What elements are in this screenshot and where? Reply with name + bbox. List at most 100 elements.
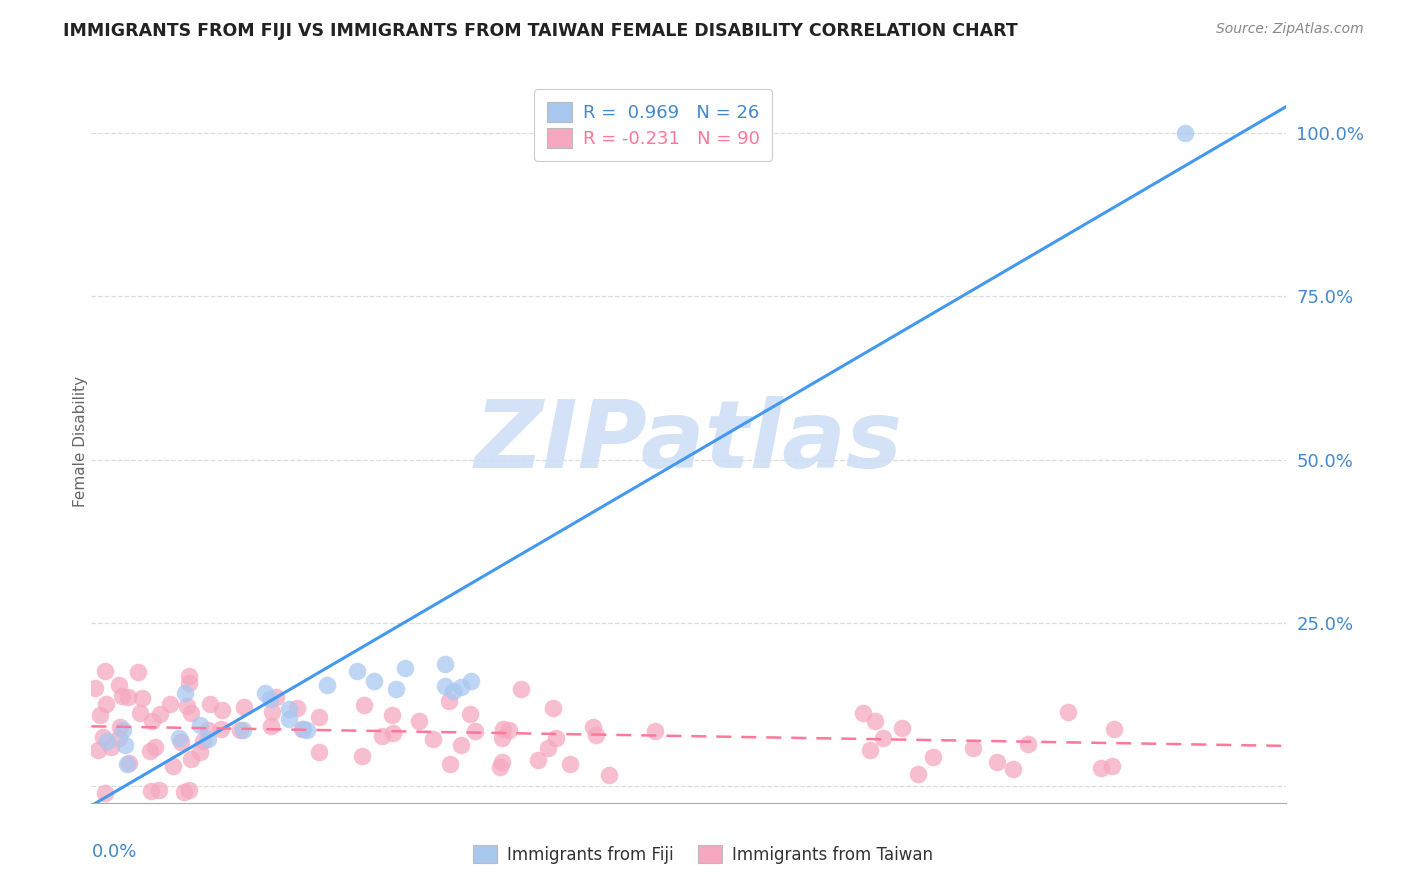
- Point: [285, 700, 308, 714]
- Point: [464, 724, 486, 739]
- Point: [408, 714, 430, 728]
- Point: [114, 738, 136, 752]
- Legend: R =  0.969   N = 26, R = -0.231   N = 90: R = 0.969 N = 26, R = -0.231 N = 90: [534, 89, 772, 161]
- Point: [87, 743, 110, 757]
- Point: [180, 752, 202, 766]
- Point: [100, 739, 122, 754]
- Point: [644, 723, 666, 738]
- Point: [111, 690, 134, 704]
- Point: [177, 669, 200, 683]
- Point: [117, 690, 139, 704]
- Point: [197, 723, 219, 737]
- Point: [890, 722, 912, 736]
- Point: [277, 712, 299, 726]
- Point: [863, 714, 886, 728]
- Point: [907, 767, 929, 781]
- Point: [544, 731, 567, 745]
- Text: Source: ZipAtlas.com: Source: ZipAtlas.com: [1216, 22, 1364, 37]
- Point: [962, 741, 984, 756]
- Point: [370, 730, 392, 744]
- Point: [278, 702, 301, 716]
- Point: [260, 719, 283, 733]
- Point: [491, 755, 513, 769]
- Point: [191, 734, 214, 748]
- Point: [141, 784, 163, 798]
- Point: [262, 705, 284, 719]
- Point: [84, 681, 107, 696]
- Point: [111, 723, 134, 737]
- Point: [1057, 706, 1080, 720]
- Point: [118, 756, 141, 770]
- Point: [93, 730, 115, 744]
- Point: [188, 745, 211, 759]
- Point: [443, 684, 465, 698]
- Point: [492, 722, 515, 736]
- Point: [108, 731, 131, 745]
- Point: [434, 679, 457, 693]
- Point: [108, 720, 131, 734]
- Point: [232, 723, 254, 738]
- Point: [127, 665, 149, 679]
- Point: [170, 735, 193, 749]
- Point: [129, 706, 152, 720]
- Point: [188, 717, 211, 731]
- Point: [537, 740, 560, 755]
- Point: [859, 743, 882, 757]
- Point: [173, 785, 195, 799]
- Point: [541, 701, 564, 715]
- Point: [108, 678, 131, 692]
- Point: [159, 697, 181, 711]
- Point: [852, 706, 875, 720]
- Point: [308, 710, 330, 724]
- Point: [174, 686, 197, 700]
- Point: [986, 756, 1008, 770]
- Point: [229, 723, 252, 738]
- Point: [176, 699, 198, 714]
- Point: [489, 760, 512, 774]
- Text: IMMIGRANTS FROM FIJI VS IMMIGRANTS FROM TAIWAN FEMALE DISABILITY CORRELATION CHA: IMMIGRANTS FROM FIJI VS IMMIGRANTS FROM …: [63, 22, 1018, 40]
- Text: ZIPatlas: ZIPatlas: [475, 395, 903, 488]
- Point: [450, 738, 472, 752]
- Point: [382, 726, 405, 740]
- Point: [450, 680, 472, 694]
- Point: [582, 720, 605, 734]
- Point: [291, 722, 314, 736]
- Point: [1090, 761, 1112, 775]
- Point: [558, 756, 581, 771]
- Point: [434, 657, 457, 671]
- Point: [145, 739, 167, 754]
- Point: [149, 706, 172, 721]
- Point: [394, 661, 416, 675]
- Point: [94, 698, 117, 712]
- Point: [458, 706, 481, 721]
- Point: [94, 786, 117, 800]
- Point: [259, 692, 281, 706]
- Point: [179, 676, 201, 690]
- Point: [1017, 737, 1039, 751]
- Point: [264, 690, 287, 704]
- Point: [94, 664, 117, 678]
- Point: [353, 698, 375, 712]
- Point: [180, 706, 202, 720]
- Point: [211, 702, 233, 716]
- Point: [139, 744, 162, 758]
- Point: [198, 697, 221, 711]
- Point: [526, 753, 548, 767]
- Point: [179, 783, 201, 797]
- Point: [384, 681, 406, 696]
- Point: [148, 783, 170, 797]
- Point: [491, 731, 513, 745]
- Point: [422, 732, 444, 747]
- Point: [316, 678, 339, 692]
- Point: [131, 690, 153, 705]
- Point: [253, 685, 276, 699]
- Point: [498, 723, 520, 737]
- Point: [585, 728, 607, 742]
- Legend: Immigrants from Fiji, Immigrants from Taiwan: Immigrants from Fiji, Immigrants from Ta…: [467, 838, 939, 871]
- Point: [197, 732, 219, 747]
- Point: [381, 707, 404, 722]
- Point: [1101, 759, 1123, 773]
- Point: [167, 731, 190, 745]
- Point: [1174, 126, 1197, 140]
- Point: [233, 700, 256, 714]
